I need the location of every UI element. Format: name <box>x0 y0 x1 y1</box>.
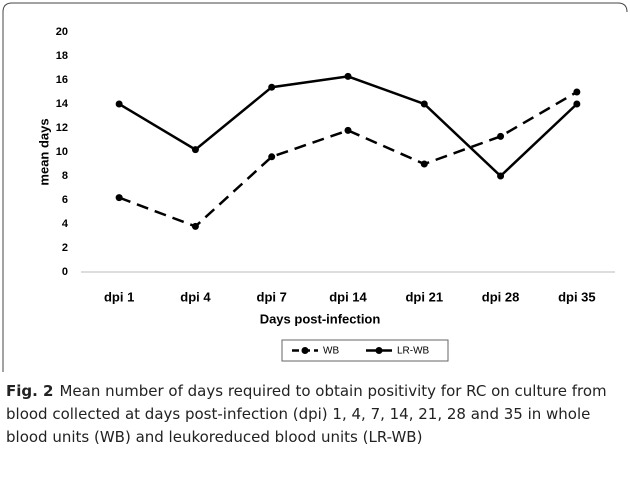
frame <box>2 2 628 372</box>
y-tick-label: 4 <box>62 218 69 230</box>
chart: Days post-infection mean days 0 2 4 6 8 10 12 1… <box>2 2 628 372</box>
x-tick-label: dpi 21 <box>405 289 443 304</box>
y-tick-label: 20 <box>56 26 68 38</box>
point <box>420 100 428 108</box>
legend-marker <box>301 347 309 354</box>
x-axis-label: Days post-infection <box>260 311 381 326</box>
point <box>268 83 276 91</box>
legend-marker <box>375 347 383 354</box>
legend-box <box>281 339 449 362</box>
caption: Fig. 2 Mean number of days required to ob… <box>6 380 618 449</box>
x-tick-label: dpi 4 <box>180 289 211 304</box>
y-tick-label: 8 <box>62 170 68 182</box>
y-axis-label: mean days <box>36 118 51 185</box>
y-tick-label: 6 <box>62 194 68 206</box>
y-tick-label: 0 <box>62 266 68 278</box>
y-tick-label: 2 <box>62 242 68 254</box>
x-tick-label: dpi 28 <box>482 289 520 304</box>
x-tick-label: dpi 14 <box>329 289 367 304</box>
point <box>497 172 505 180</box>
point <box>191 222 199 230</box>
point <box>115 100 123 108</box>
point <box>573 100 581 108</box>
y-tick-label: 12 <box>56 122 68 134</box>
x-tick-label: dpi 1 <box>104 289 134 304</box>
point <box>344 126 352 134</box>
y-tick-label: 10 <box>56 146 68 158</box>
y-tick-label: 14 <box>56 98 69 110</box>
y-tick-label: 18 <box>56 50 68 62</box>
legend-label: LR-WB <box>397 346 430 357</box>
point <box>497 132 505 140</box>
point <box>268 153 276 161</box>
legend-label: WB <box>323 346 339 357</box>
point <box>115 194 123 202</box>
caption-label: Fig. 2 <box>6 382 54 400</box>
series-line <box>118 75 578 178</box>
y-tick-label: 16 <box>56 74 68 86</box>
point <box>420 160 428 168</box>
x-tick-label: dpi 35 <box>558 289 596 304</box>
point <box>191 146 199 154</box>
x-tick-label: dpi 7 <box>257 289 287 304</box>
point <box>344 72 352 80</box>
series-line <box>118 90 578 228</box>
caption-text: Mean number of days required to obtain p… <box>6 382 607 446</box>
point <box>573 88 581 96</box>
